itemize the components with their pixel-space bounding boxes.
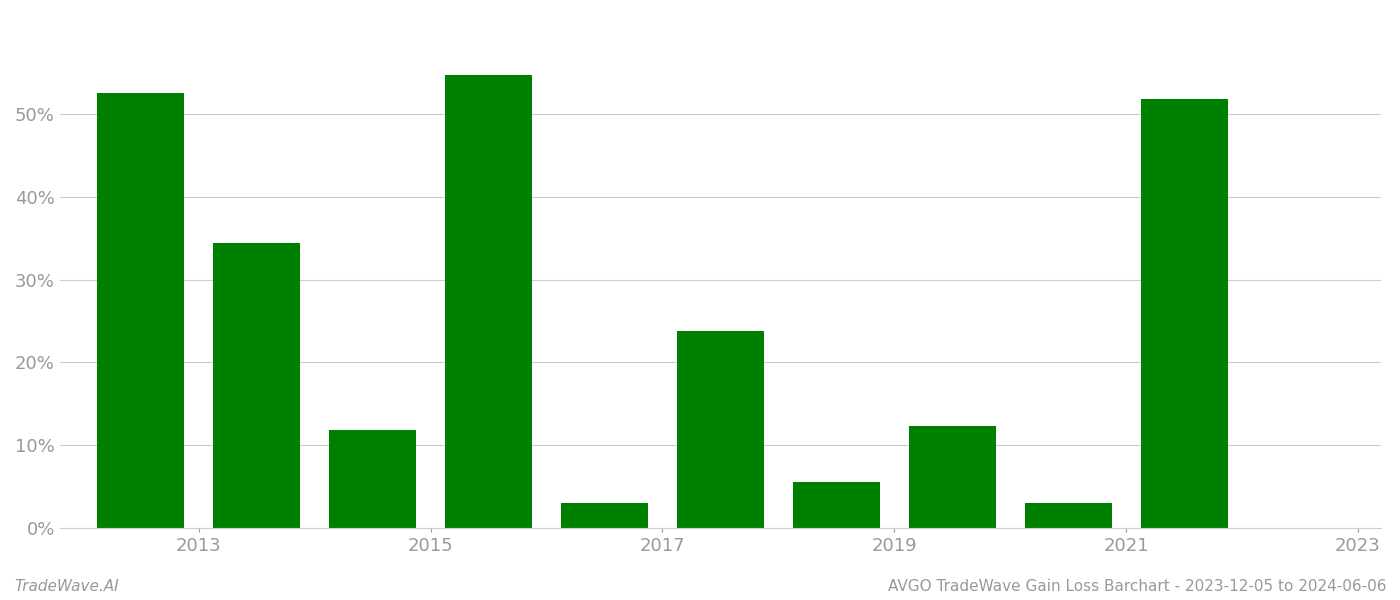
Bar: [678, 331, 764, 528]
Bar: [445, 74, 532, 528]
Text: AVGO TradeWave Gain Loss Barchart - 2023-12-05 to 2024-06-06: AVGO TradeWave Gain Loss Barchart - 2023…: [888, 579, 1386, 594]
Text: TradeWave.AI: TradeWave.AI: [14, 579, 119, 594]
Bar: [792, 482, 879, 528]
Bar: [1025, 503, 1112, 528]
Bar: [98, 93, 185, 528]
Bar: [1141, 100, 1228, 528]
Bar: [909, 426, 995, 528]
Bar: [329, 430, 416, 528]
Bar: [561, 503, 648, 528]
Bar: [213, 242, 300, 528]
